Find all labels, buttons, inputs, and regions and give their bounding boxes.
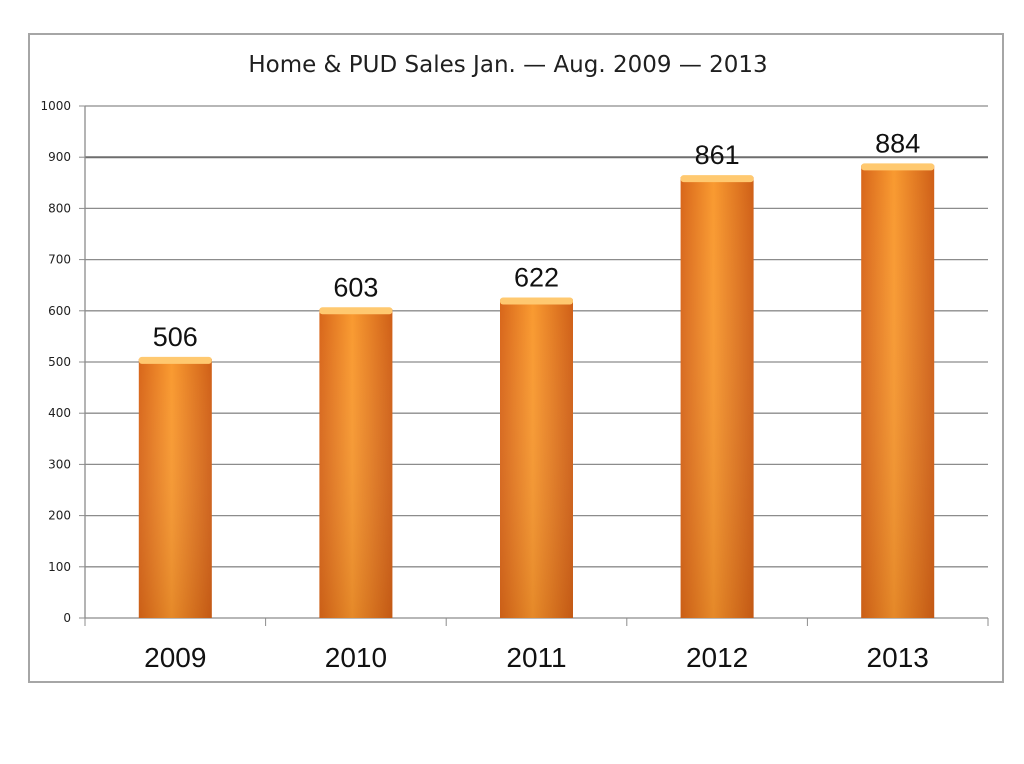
bar-cap [680,175,754,183]
bars [138,163,935,618]
data-label: 884 [875,128,920,158]
y-tick-label: 700 [48,253,71,267]
bar-cap [138,356,212,364]
y-tick-label: 400 [48,406,71,420]
x-tick-label: 2009 [144,642,206,673]
bar-shade [861,165,935,618]
y-tick-label: 100 [48,560,71,574]
bar-shade [138,358,212,618]
x-tick-label: 2013 [867,642,929,673]
y-tick-label: 800 [48,201,71,215]
bar-shade [319,309,393,618]
x-tick-label: 2011 [506,642,566,673]
bar-cap [500,297,573,305]
data-label: 622 [514,263,559,293]
chart-title: Home & PUD Sales Jan. — Aug. 2009 — 2013 [248,52,768,78]
bar-cap [861,163,935,171]
y-tick-label: 500 [48,355,71,369]
y-tick-label: 300 [48,457,71,471]
y-tick-label: 1000 [40,99,71,113]
bar-shade [500,299,573,618]
x-tick-label: 2010 [325,642,387,673]
y-tick-label: 0 [63,611,71,625]
data-label: 861 [695,140,740,170]
labels: 0 100 200 300 400 500 600 700 800 900 1000 506 2009 6… [40,99,928,673]
y-tick-label: 900 [48,150,71,164]
y-tick-label: 600 [48,304,71,318]
bar-cap [319,307,393,315]
x-tick-label: 2012 [686,642,748,673]
bar-shade [680,177,754,618]
data-label: 603 [333,272,378,302]
y-tick-label: 200 [48,509,71,523]
data-label: 506 [153,322,198,352]
